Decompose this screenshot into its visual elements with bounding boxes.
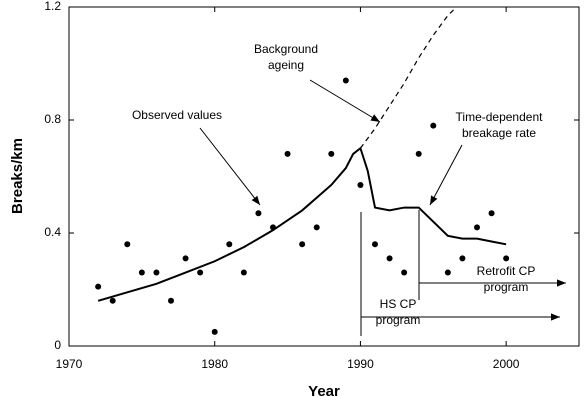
annotation: Observed values [132,108,222,122]
y-tick-label: 0 [54,338,61,352]
data-point [299,241,306,248]
annotations: Background ageing Observed values Time-depe… [132,42,543,327]
plot-frame [68,6,580,347]
data-point [168,297,174,304]
annotation: breakage rate [462,126,536,140]
data-point [459,255,466,262]
data-point [430,122,437,129]
annotation: Time-dependent [456,110,544,124]
y-tick-label: 0.8 [44,112,61,126]
arrow [199,127,261,206]
annotation: HS CP [380,297,417,311]
annotation: program [376,313,421,327]
data-point [138,269,145,276]
arrow [309,79,381,123]
data-point [444,269,451,276]
annotation: program [484,280,529,294]
data-point [357,181,364,188]
x-tick-label: 1970 [56,357,83,371]
data-point [240,269,247,276]
data-point [255,210,262,217]
y-tick-label: 1.2 [44,0,61,13]
fitted-line [97,146,507,302]
data-point [386,255,393,262]
data-point [124,241,131,248]
data-point [211,328,218,335]
x-tick-label: 1990 [347,357,374,371]
annotation: Retrofit CP [477,264,536,278]
data-point [503,255,510,262]
data-point [153,269,160,276]
x-axis-label: Year [308,383,340,397]
data-point [401,269,408,276]
data-point [474,224,480,231]
x-tick-label: 2000 [493,357,520,371]
data-point [284,150,291,157]
x-tick-label: 1980 [201,357,228,371]
arrow [429,144,463,206]
y-axis-label: Breaks/km [9,138,26,214]
data-point [313,224,320,231]
annotation: ageing [268,58,304,72]
data-point [226,241,233,248]
data-point [109,297,116,304]
data-point [95,283,102,290]
data-point [415,150,422,157]
data-point [182,255,189,262]
data-point [488,210,495,217]
y-tick-label: 0.4 [44,225,61,239]
annotation: Background [254,42,318,56]
dashed-line [359,6,458,149]
data-point [328,150,335,157]
data-point [342,77,349,84]
data-point [197,269,204,276]
data-point [372,241,378,248]
